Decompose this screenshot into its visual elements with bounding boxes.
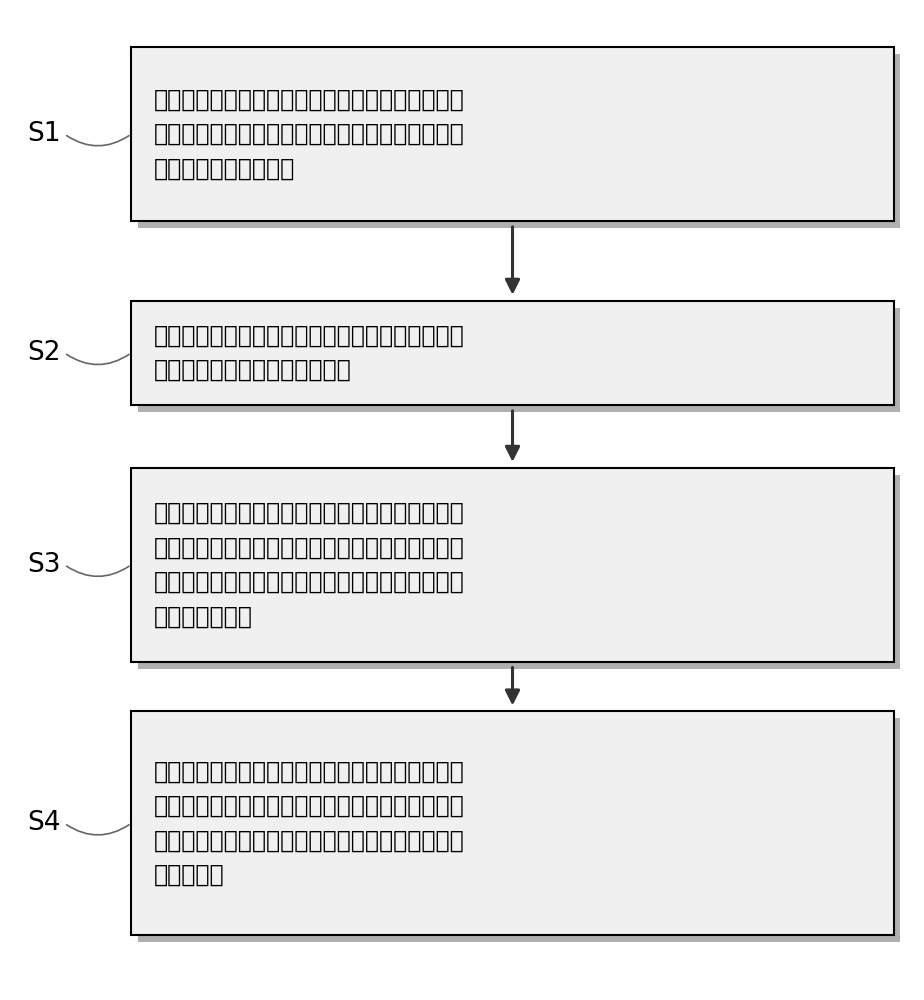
Text: S2: S2 (28, 340, 61, 366)
Text: S4: S4 (28, 810, 61, 836)
FancyBboxPatch shape (131, 301, 894, 405)
FancyBboxPatch shape (138, 308, 900, 412)
FancyBboxPatch shape (131, 711, 894, 935)
Text: S3: S3 (28, 552, 61, 578)
Text: 通过结合双目摄像机获取的图像和激光雷达的图像
，以及全球导航卫星系统的位置信息，制作高精度
路面特征高精度地图；: 通过结合双目摄像机获取的图像和激光雷达的图像 ，以及全球导航卫星系统的位置信息，… (154, 88, 465, 180)
FancyBboxPatch shape (138, 718, 900, 942)
FancyBboxPatch shape (138, 54, 900, 228)
FancyBboxPatch shape (131, 47, 894, 221)
Text: S1: S1 (28, 121, 61, 147)
Text: 利用卡尔曼滤波定位模型对高精度地图中道路标识
的线段采样点与图像中检测的边缘点进行最近距离
间的匹配，得到车辆的最优位置估计，实现车辆的
精确定位。: 利用卡尔曼滤波定位模型对高精度地图中道路标识 的线段采样点与图像中检测的边缘点进… (154, 760, 465, 887)
Text: 根据卡尔曼滤波定位模型及车辆的速率和偏航率估
算车辆当前的粗略位置，并把高精度地图中相对车
辆当前位置邻近区域的道路标识映射到摄像机获取
的实时图像上；: 根据卡尔曼滤波定位模型及车辆的速率和偏航率估 算车辆当前的粗略位置，并把高精度地… (154, 501, 465, 628)
Text: 利用摄像机获取的实时图像，检测出车辆当前位置
邻近区域的道路标识的边缘点；: 利用摄像机获取的实时图像，检测出车辆当前位置 邻近区域的道路标识的边缘点； (154, 324, 465, 382)
FancyBboxPatch shape (138, 475, 900, 669)
FancyBboxPatch shape (131, 468, 894, 662)
